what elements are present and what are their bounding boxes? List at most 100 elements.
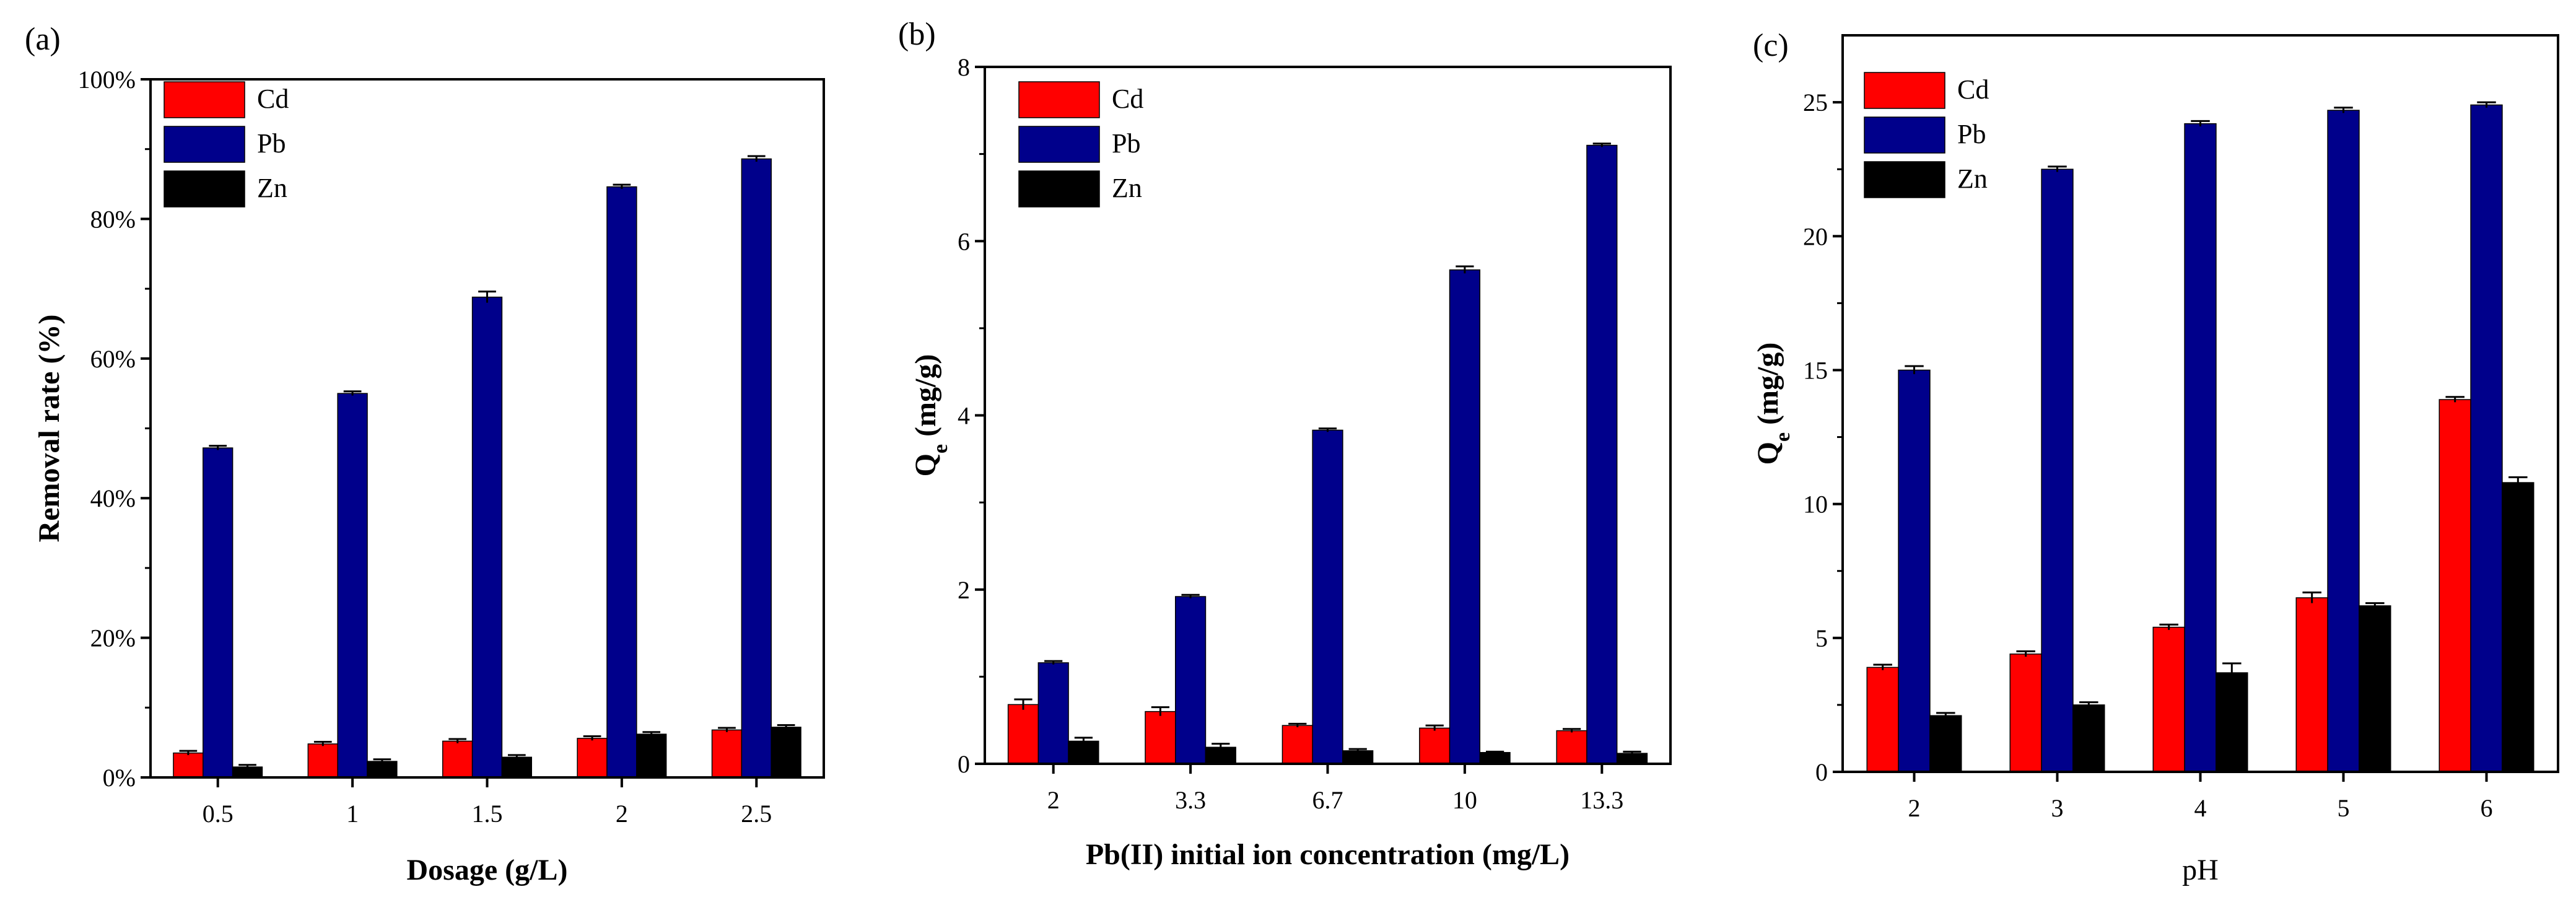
bar-pb-13.3 <box>1586 144 1618 764</box>
y-tick-label: 6 <box>958 227 970 255</box>
legend-swatch-zn <box>164 170 245 208</box>
bar-pb-0.5 <box>203 447 234 778</box>
error-bar-zn-1.5 <box>507 754 526 759</box>
panel-label: (c) <box>1753 28 1789 63</box>
x-tick-label: 5 <box>2338 794 2350 822</box>
error-bar-pb-2 <box>613 183 631 189</box>
y-axis-title-sub: e <box>929 444 952 453</box>
bar-cd-3.3 <box>1145 711 1176 764</box>
chart-panel-1: (a) 0% 20% 40% 60% 80% 100% 0.5 1 1.5 2 2.5 Dosage (… <box>25 22 825 886</box>
error-bar-zn-5 <box>2365 602 2385 609</box>
y-tick-label: 4 <box>958 402 970 430</box>
error-bar-zn-2 <box>642 731 661 737</box>
bar-pb-3.3 <box>1174 596 1207 764</box>
bar-zn-2.5 <box>771 727 801 778</box>
x-tick-label: 2 <box>1047 786 1060 814</box>
bar-cd-0.5 <box>173 752 204 778</box>
y-tick-label: 2 <box>958 576 970 604</box>
bar-zn-2 <box>1929 715 1962 772</box>
y-axis-title: Removal rate (%) <box>33 315 66 543</box>
bar-cd-1.5 <box>442 740 473 778</box>
legend-label-cd: Cd <box>1957 74 1989 105</box>
bar-zn-1.5 <box>501 756 532 778</box>
bar-zn-1 <box>367 761 398 778</box>
x-tick-label: 1 <box>346 800 359 828</box>
bar-zn-6 <box>2502 482 2535 772</box>
chart-panel-2: (b) 0 2 4 6 8 2 3.3 6.7 10 13.3 Pb(II) initial ion … <box>898 17 1672 871</box>
legend: Cd Pb Zn <box>1864 72 1989 198</box>
error-bar-pb-13.3 <box>1592 142 1611 147</box>
y-axis-title-rest: (mg/g) <box>909 354 942 444</box>
error-bar-pb-1 <box>343 390 362 396</box>
y-axis-title: Qe (mg/g) <box>909 354 952 477</box>
error-bar-pb-6.7 <box>1318 427 1337 432</box>
y-axis-title-main: Q <box>1752 442 1784 465</box>
error-bar-cd-3 <box>2016 650 2035 657</box>
error-bar-zn-13.3 <box>1623 750 1641 755</box>
panel-label: (a) <box>25 22 61 57</box>
y-axis-title: Qe (mg/g) <box>1752 343 1794 465</box>
x-tick-label: 1.5 <box>472 800 503 828</box>
error-bar-cd-2 <box>583 735 601 741</box>
bar-cd-13.3 <box>1556 730 1587 764</box>
legend-label-cd: Cd <box>1112 84 1143 114</box>
legend-label-zn: Zn <box>1957 164 1988 194</box>
error-bar-pb-3.3 <box>1181 593 1200 598</box>
error-bar-pb-3 <box>2048 165 2067 172</box>
y-axis-title-sub: e <box>1771 432 1794 442</box>
x-tick-label: 3.3 <box>1175 786 1206 814</box>
error-bar-zn-4 <box>2222 662 2242 683</box>
bar-pb-2 <box>606 186 637 778</box>
legend-label-zn: Zn <box>1112 173 1142 203</box>
error-bar-pb-5 <box>2334 107 2353 113</box>
error-bar-pb-1.5 <box>478 291 496 303</box>
panel-label: (b) <box>898 17 936 52</box>
bar-cd-2 <box>577 738 608 778</box>
legend-swatch-cd <box>164 81 245 118</box>
error-bar-cd-6.7 <box>1288 722 1307 727</box>
error-bar-zn-6.7 <box>1348 748 1367 753</box>
legend-label-pb: Pb <box>1112 128 1140 159</box>
bar-cd-3 <box>2009 654 2042 772</box>
error-bar-zn-2 <box>1936 712 1955 719</box>
x-tick-label: 2 <box>616 800 628 828</box>
x-axis-title: pH <box>2182 854 2219 886</box>
x-tick-label: 6.7 <box>1312 786 1343 814</box>
y-tick-label: 40% <box>90 484 136 512</box>
error-bar-pb-4 <box>2191 120 2210 127</box>
x-tick-label: 6 <box>2481 794 2493 822</box>
y-tick-label: 0 <box>958 750 970 778</box>
error-bar-cd-0.5 <box>179 750 198 755</box>
y-tick-label: 0% <box>103 764 136 792</box>
legend-swatch-cd <box>1864 72 1945 109</box>
y-axis-title-rest: (mg/g) <box>1752 343 1784 432</box>
legend: Cd Pb Zn <box>164 81 289 208</box>
legend-swatch-pb <box>1864 116 1945 154</box>
y-tick-label: 25 <box>1803 89 1828 116</box>
y-tick-label: 8 <box>958 53 970 81</box>
error-bar-pb-2 <box>1905 365 1924 374</box>
y-tick-label: 20 <box>1803 222 1828 250</box>
x-tick-label: 0.5 <box>203 800 234 828</box>
x-tick-label: 10 <box>1452 786 1477 814</box>
error-bar-zn-3 <box>2079 701 2098 708</box>
error-bar-cd-4 <box>2159 623 2178 630</box>
error-bar-zn-3.3 <box>1212 743 1230 751</box>
legend-swatch-zn <box>1864 161 1945 198</box>
bar-pb-3 <box>2041 168 2074 772</box>
legend-swatch-pb <box>1018 126 1100 163</box>
error-bar-pb-0.5 <box>209 445 227 450</box>
x-axis-title: Pb(II) initial ion concentration (mg/L) <box>1086 838 1570 871</box>
x-tick-label: 4 <box>2194 794 2207 822</box>
error-bar-cd-2.5 <box>718 727 736 732</box>
error-bar-zn-1 <box>373 758 391 764</box>
bar-cd-10 <box>1419 727 1451 764</box>
y-tick-label: 15 <box>1803 356 1828 384</box>
error-bar-cd-3.3 <box>1151 706 1170 716</box>
bar-zn-2 <box>636 733 667 778</box>
x-tick-label: 13.3 <box>1580 786 1623 814</box>
bar-cd-6 <box>2438 399 2471 772</box>
bar-cd-2.5 <box>711 729 743 778</box>
bar-zn-10 <box>1479 751 1511 764</box>
